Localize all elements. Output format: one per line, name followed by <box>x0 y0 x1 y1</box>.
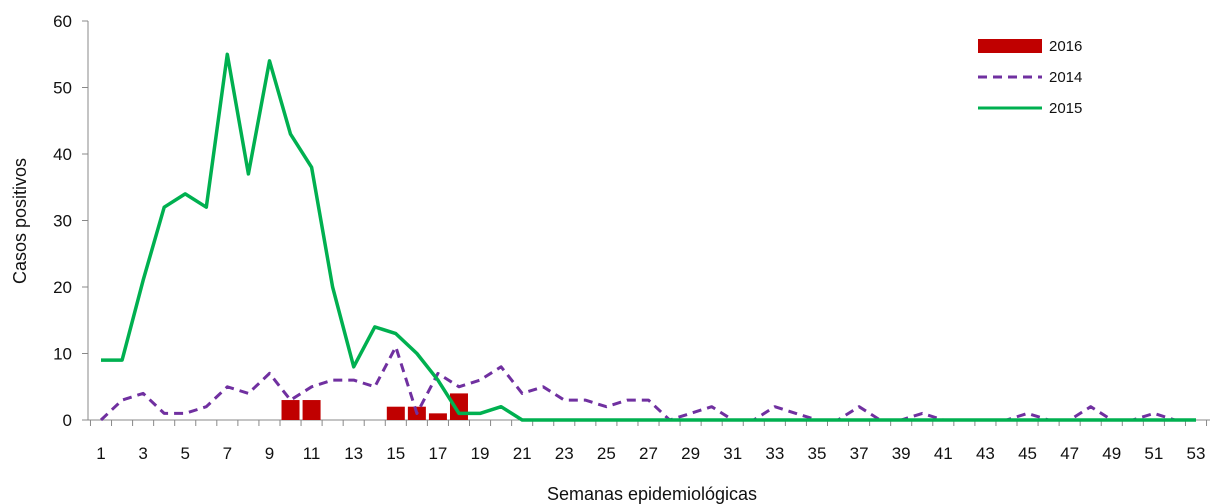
bar-2016 <box>281 400 300 420</box>
x-tick-label: 29 <box>681 444 700 463</box>
series-line-2015 <box>101 52 1196 422</box>
x-tick-label: 21 <box>513 444 532 463</box>
x-tick-label: 33 <box>765 444 784 463</box>
x-tick-label: 7 <box>223 444 232 463</box>
x-tick-label: 5 <box>180 444 189 463</box>
y-tick-label: 50 <box>53 79 72 98</box>
bar-2016 <box>449 393 468 420</box>
x-tick-label: 45 <box>1018 444 1037 463</box>
x-tick-label: 31 <box>723 444 742 463</box>
y-tick-label: 10 <box>53 345 72 364</box>
x-tick-label: 13 <box>344 444 363 463</box>
legend-label-2016: 2016 <box>1049 38 1082 55</box>
legend-label-2014: 2014 <box>1049 69 1082 86</box>
bar-2016 <box>428 413 447 420</box>
x-tick-label: 53 <box>1187 444 1206 463</box>
x-tick-label: 25 <box>597 444 616 463</box>
y-tick-label: 40 <box>53 145 72 164</box>
x-tick-label: 15 <box>386 444 405 463</box>
bar-2016 <box>302 400 321 420</box>
legend-label-2015: 2015 <box>1049 100 1082 117</box>
line-series <box>99 52 1196 422</box>
x-tick-label: 1 <box>96 444 105 463</box>
x-tick-label: 17 <box>428 444 447 463</box>
x-tick-label: 41 <box>934 444 953 463</box>
x-tick-label: 9 <box>265 444 274 463</box>
x-tick-label: 3 <box>138 444 147 463</box>
y-tick-label: 20 <box>53 278 72 297</box>
x-tick-label: 27 <box>639 444 658 463</box>
y-axis-title: Casos positivos <box>10 158 30 284</box>
x-tick-label: 37 <box>850 444 869 463</box>
x-tick-label: 51 <box>1144 444 1163 463</box>
bar-series <box>281 393 468 420</box>
legend: 2016 2014 2015 <box>978 38 1082 117</box>
legend-swatch-2016 <box>978 39 1042 53</box>
y-tick-label: 60 <box>53 12 72 31</box>
x-tick-label: 35 <box>808 444 827 463</box>
x-axis-title: Semanas epidemiológicas <box>547 484 757 504</box>
x-tick-label: 49 <box>1102 444 1121 463</box>
bar-2016 <box>386 406 405 420</box>
x-tick-label: 11 <box>303 444 321 463</box>
y-tick-label: 30 <box>53 212 72 231</box>
series-line-2014 <box>99 345 1196 422</box>
x-tick-label: 47 <box>1060 444 1079 463</box>
y-tick-label: 0 <box>63 411 72 430</box>
x-tick-label: 23 <box>555 444 574 463</box>
x-tick-label: 43 <box>976 444 995 463</box>
x-tick-label: 39 <box>892 444 911 463</box>
x-tick-label: 19 <box>471 444 490 463</box>
